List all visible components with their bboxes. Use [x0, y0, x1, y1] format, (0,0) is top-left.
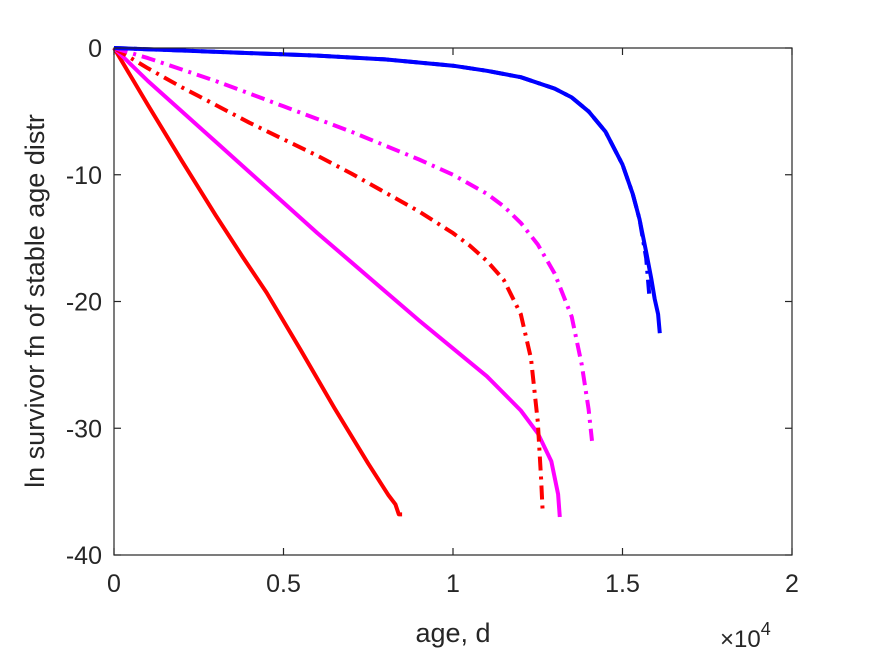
- x-tick-label: 2: [785, 570, 799, 598]
- x-tick-label: 0: [107, 570, 121, 598]
- series-line-6: [113, 46, 662, 334]
- y-tick-label: 0: [88, 35, 102, 63]
- x-exponent-power: 4: [761, 619, 771, 639]
- x-exponent-label: ×104: [720, 619, 771, 653]
- series-line-3: [112, 46, 545, 515]
- y-tick-label: -30: [66, 415, 102, 443]
- series-line-1: [112, 46, 403, 517]
- x-tick-label: 0.5: [266, 570, 301, 598]
- plot-area: [114, 48, 792, 555]
- y-tick-label: -10: [66, 162, 102, 190]
- x-tick-label: 1.5: [605, 570, 640, 598]
- x-exponent-base: ×10: [720, 626, 761, 653]
- x-axis-label: age, d: [415, 618, 490, 648]
- ticks-layer: 0 0.5 1 1.5 2 0 -10 -20 -30 -40: [66, 35, 799, 598]
- series-layer: [112, 46, 662, 518]
- y-tick-label: -20: [66, 289, 102, 317]
- series-line-2: [112, 46, 562, 518]
- y-axis-label: ln survivor fn of stable age distr: [20, 114, 50, 488]
- y-tick-label: -40: [66, 542, 102, 570]
- x-tick-label: 1: [446, 570, 460, 598]
